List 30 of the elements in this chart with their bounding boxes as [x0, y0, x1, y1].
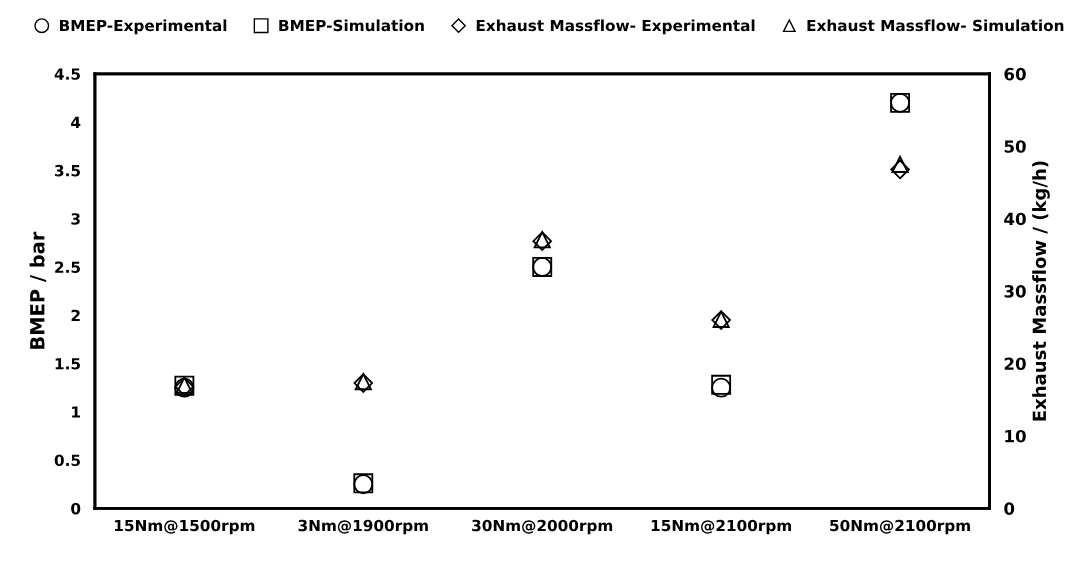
- y2-axis-title: Exhaust Massflow / (kg/h): [1032, 161, 1050, 421]
- y-tick-label: 4.5: [54, 68, 80, 80]
- y2-tick-label: 0: [1004, 502, 1015, 515]
- y-tick-label: 2: [71, 309, 80, 322]
- y-tick-label: 0.5: [54, 454, 80, 467]
- y2-tick-label: 60: [1004, 67, 1026, 81]
- y-tick-label: 0: [71, 502, 81, 515]
- y2-tick-label: 40: [1004, 212, 1026, 226]
- x-tick-label: 50Nm@2100rpm: [830, 519, 970, 535]
- x-tick-label: 30Nm@2000rpm: [472, 519, 613, 535]
- x-tick-label: 15Nm@2100rpm: [651, 519, 792, 535]
- y-tick-label: 3: [71, 213, 80, 225]
- y-tick-label: 1: [72, 406, 80, 418]
- y-tick-label: 2.5: [55, 261, 80, 273]
- x-tick-label: 3Nm@1900rpm: [298, 519, 428, 535]
- legend-label: Exhaust Massflow- Simulation: [807, 19, 1064, 32]
- y-tick-label: 4: [71, 116, 81, 128]
- y-tick-label: 3.5: [54, 164, 80, 177]
- y2-tick-label: 30: [1004, 285, 1026, 298]
- point: [890, 159, 910, 180]
- legend-label: BMEP-Experimental: [59, 19, 227, 35]
- point: [891, 155, 909, 173]
- legend-label: Exhaust Massflow- Experimental: [476, 19, 755, 35]
- y2-tick-label: 50: [1004, 140, 1026, 153]
- y2-tick-label: 20: [1004, 357, 1026, 371]
- y2-tick-label: 10: [1005, 429, 1026, 443]
- legend-label: BMEP-Simulation: [279, 19, 424, 32]
- y-tick-label: 1.5: [55, 358, 80, 370]
- x-tick-label: 15Nm@1500rpm: [115, 519, 255, 535]
- y-axis-title: BMEP / bar: [29, 231, 47, 349]
